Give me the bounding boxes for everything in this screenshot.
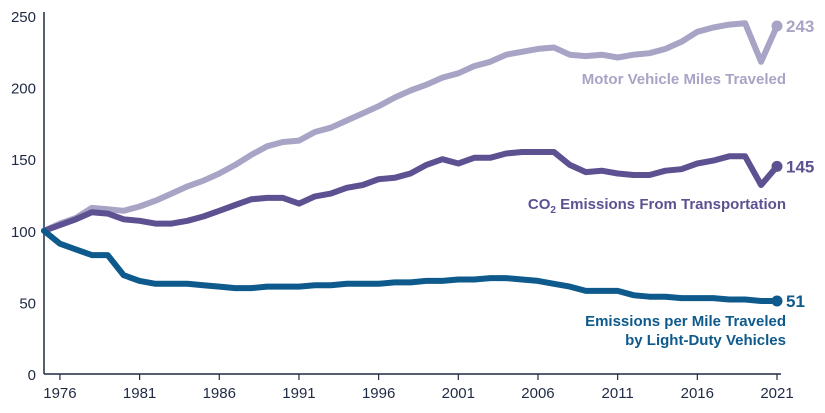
co2-label-prefix: CO xyxy=(528,196,551,213)
vmt-series-label: Motor Vehicle Miles Traveled xyxy=(582,71,786,88)
series-end-marker xyxy=(771,20,783,32)
x-tick-label: 2021 xyxy=(760,385,793,402)
series-end-marker xyxy=(771,295,783,307)
series-end-value: 243 xyxy=(786,17,814,36)
emissions-series-label-line2: by Light-Duty Vehicles xyxy=(625,332,786,349)
x-tick-label: 1976 xyxy=(43,385,76,402)
y-tick-label: 200 xyxy=(11,81,36,98)
co2-emissions-line xyxy=(41,149,780,234)
co2-series-label: CO2 Emissions From Transportation xyxy=(528,196,786,216)
x-axis: 1976 1981 1986 1991 1996 2001 2006 2011 2016 2021 xyxy=(43,373,794,402)
x-tick-label: 2001 xyxy=(442,385,475,402)
x-tick-label: 1991 xyxy=(282,385,315,402)
y-tick-label: 50 xyxy=(19,295,36,312)
x-tick-label: 1996 xyxy=(362,385,395,402)
x-tick-label: 1986 xyxy=(203,385,236,402)
series-end-value: 51 xyxy=(786,292,805,311)
y-tick-label: 100 xyxy=(11,224,36,241)
y-axis: 0 50 100 150 200 250 xyxy=(11,9,45,384)
y-tick-label: 250 xyxy=(11,9,36,26)
y-tick-label: 0 xyxy=(28,367,36,384)
series-end-marker xyxy=(771,160,783,172)
emissions-per-mile-line xyxy=(41,227,780,304)
x-tick-label: 2011 xyxy=(602,385,634,402)
x-tick-label: 1981 xyxy=(123,385,156,402)
y-tick-label: 150 xyxy=(11,152,36,169)
series-end-value: 145 xyxy=(786,157,814,176)
co2-label-subscript: 2 xyxy=(550,205,556,216)
end-label-layer: 243 145 51 xyxy=(771,17,814,311)
x-tick-label: 2006 xyxy=(521,385,554,402)
emissions-series-label-line1: Emissions per Mile Traveled xyxy=(585,313,786,330)
co2-label-suffix: Emissions From Transportation xyxy=(556,196,786,213)
x-tick-label: 2016 xyxy=(681,385,714,402)
series-layer xyxy=(41,20,780,304)
vmt-line xyxy=(41,20,780,234)
